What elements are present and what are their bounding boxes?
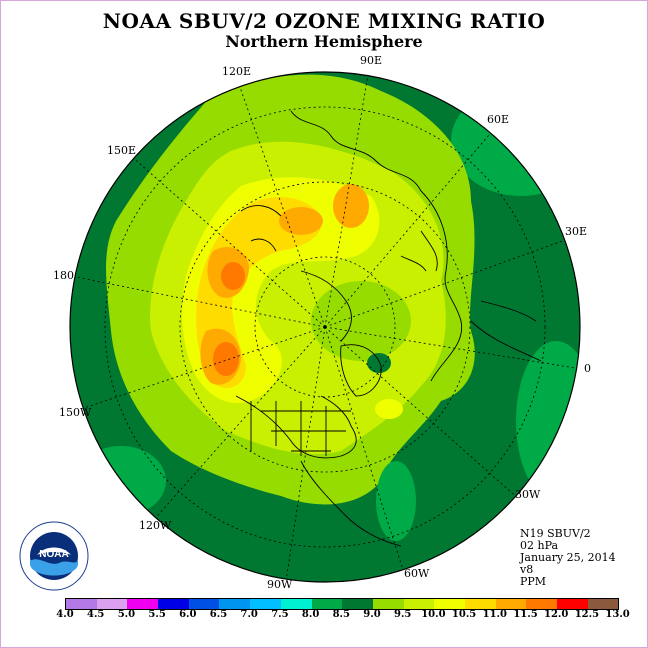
lon-label-120e: 120E	[222, 65, 252, 78]
colorbar-tick-label: 8.5	[332, 609, 350, 620]
map-subtitle: Northern Hemisphere	[225, 32, 423, 51]
metadata-block: N19 SBUV/2 02 hPa January 25, 2014 v8 PP…	[520, 528, 616, 588]
colorbar-swatch	[127, 599, 159, 609]
units-label: PPM	[520, 575, 547, 588]
colorbar-tick-label: 10.5	[451, 609, 477, 620]
colorbar-swatch	[280, 599, 312, 609]
field-8.5-9.0	[367, 353, 391, 373]
colorbar-tick-label: 10.0	[421, 609, 446, 620]
coastlines	[235, 110, 542, 547]
lon-label-90e: 90E	[360, 54, 383, 67]
logo-text: NOAA	[39, 549, 68, 560]
lon-label-60w: 60W	[404, 567, 430, 580]
colorbar-tick-label: 5.5	[148, 609, 166, 620]
colorbar-swatch	[66, 599, 97, 609]
map-title: NOAA SBUV/2 OZONE MIXING RATIO	[102, 9, 546, 33]
colorbar-tick-label: 9.0	[363, 609, 381, 620]
field-9.0-9.5	[311, 281, 411, 361]
lon-label-120w: 120W	[139, 519, 172, 532]
field-8.0-8.5	[451, 86, 580, 196]
field-11.0-11.5	[333, 184, 369, 228]
colorbar-swatch	[464, 599, 496, 609]
colorbar-tick-label: 5.0	[117, 609, 136, 620]
colorbar-tick-label: 4.0	[56, 609, 74, 620]
graticule	[70, 72, 580, 582]
colorbar-tick-label: 12.5	[574, 609, 600, 620]
colorbar-swatch	[311, 599, 343, 609]
colorbar-tick-label: 9.5	[393, 609, 412, 620]
lon-label-90w: 90W	[267, 578, 293, 591]
colorbar-tick-label: 6.0	[179, 609, 197, 620]
lon-label-30w: 30W	[515, 488, 541, 501]
colorbar-swatch	[158, 599, 189, 609]
lon-label-150w: 150W	[59, 406, 92, 419]
colorbar-swatch	[526, 599, 557, 609]
lon-label-30e: 30E	[565, 225, 588, 238]
colorbar-tick-label: 11.5	[513, 609, 538, 620]
colorbar-swatch	[372, 599, 404, 609]
colorbar-tick-label: 12.0	[544, 609, 569, 620]
lon-label-150e: 150E	[107, 144, 137, 157]
field-11.5-12.0	[213, 342, 239, 376]
colorbar-tick-label: 7.0	[240, 609, 258, 620]
map-boundary	[69, 71, 581, 583]
lon-label-0: 0	[584, 362, 591, 375]
field-10.0-10.5	[375, 399, 403, 419]
colorbar-tick-label: 13.0	[605, 609, 630, 620]
colorbar-swatch	[557, 599, 588, 609]
colorbar-tick-label: 11.0	[482, 609, 507, 620]
colorbar-swatch	[434, 599, 465, 609]
lon-label-180: 180	[53, 269, 74, 282]
colorbar-swatch	[96, 599, 128, 609]
colorbar-swatch	[188, 599, 220, 609]
pressure-label: 02 hPa	[520, 539, 559, 552]
satellite-label: N19 SBUV/2	[520, 527, 591, 540]
colorbar-tick-label: 4.5	[86, 609, 105, 620]
colorbar-swatch	[342, 599, 373, 609]
colorbar-swatch	[587, 599, 619, 609]
colorbar	[65, 598, 620, 610]
colorbar-swatch	[219, 599, 251, 609]
colorbar-tick-label: 7.5	[271, 609, 289, 620]
colorbar-tick-label: 8.0	[301, 609, 320, 620]
colorbar-swatch	[403, 599, 435, 609]
field-11.0-11.5	[279, 207, 323, 235]
colorbar-swatch	[250, 599, 281, 609]
colorbar-tick-label: 6.5	[209, 609, 228, 620]
colorbar-swatch	[495, 599, 527, 609]
version-label: v8	[520, 563, 534, 576]
field-8.5-9.0	[376, 461, 416, 541]
colorbar-ticks: 4.0 4.5 5.0 5.5 6.0 6.5 7.0 7.5 8.0 8.5 9.0 9.5 10.0…	[55, 609, 629, 623]
field-8.0-8.5	[76, 446, 166, 516]
lon-label-60e: 60E	[487, 113, 510, 126]
noaa-logo: NOAA	[19, 521, 89, 591]
field-11.5-12.0	[221, 262, 245, 290]
date-label: January 25, 2014	[520, 551, 616, 564]
